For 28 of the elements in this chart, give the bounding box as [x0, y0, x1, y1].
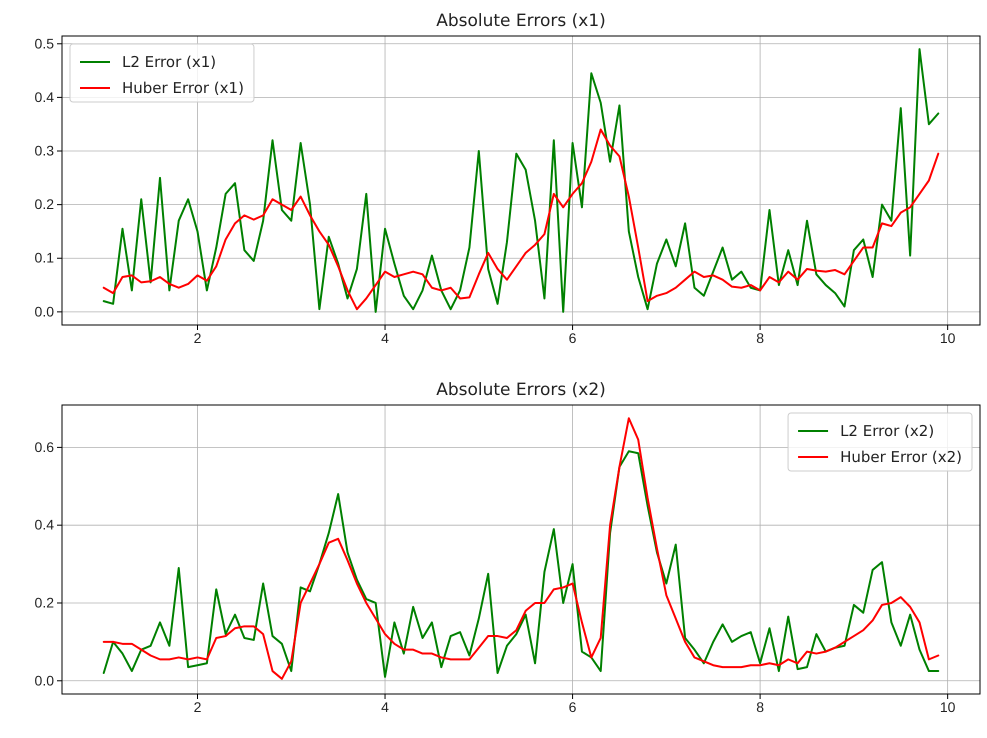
chart-title: Absolute Errors (x2)	[436, 380, 606, 400]
line-series	[102, 128, 940, 310]
y-tick-label: 0.1	[34, 250, 54, 266]
x-tick-label: 10	[940, 698, 956, 715]
x-tick-label: 10	[940, 330, 956, 346]
x-tick-label: 4	[381, 698, 390, 715]
legend-label: Huber Error (x2)	[840, 448, 962, 466]
x-tick-label: 4	[381, 330, 390, 346]
y-tick-label: 0.5	[34, 35, 54, 52]
x-tick-label: 2	[194, 698, 202, 715]
x-tick-label: 6	[568, 330, 577, 346]
chart-title: Absolute Errors (x1)	[436, 11, 606, 31]
y-tick-label: 0.2	[34, 594, 54, 610]
y-tick-label: 0.6	[34, 438, 54, 455]
line-series	[102, 48, 940, 313]
legend-label: L2 Error (x2)	[840, 422, 934, 440]
y-tick-label: 0.4	[34, 88, 54, 105]
legend-label: Huber Error (x1)	[122, 79, 244, 97]
y-tick-label: 0.0	[34, 672, 54, 688]
x-tick-label: 8	[756, 330, 764, 346]
y-tick-label: 0.2	[34, 196, 54, 212]
x-tick-label: 2	[194, 330, 202, 346]
legend-label: L2 Error (x1)	[122, 53, 216, 71]
x-tick-label: 6	[568, 698, 577, 715]
y-tick-label: 0.4	[34, 516, 54, 533]
y-tick-label: 0.3	[34, 142, 54, 158]
x-tick-label: 8	[756, 698, 764, 715]
y-tick-label: 0.0	[34, 303, 54, 320]
